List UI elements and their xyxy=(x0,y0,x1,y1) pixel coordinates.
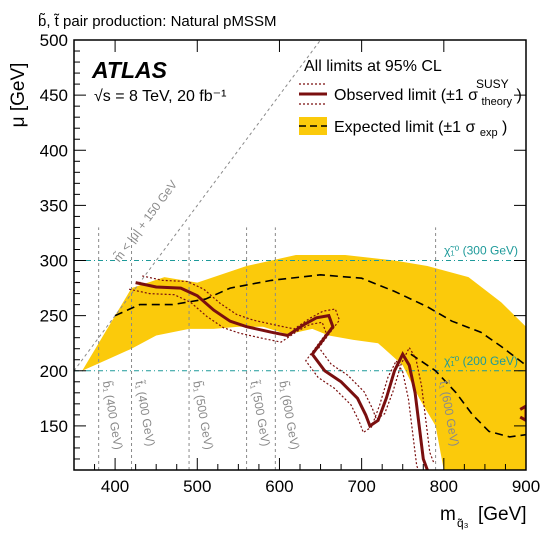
x-axis-title-unit: [GeV] xyxy=(478,504,527,525)
legend-expected-sub: exp xyxy=(480,127,498,139)
legend: All limits at 95% CL Observed limit (±1 … xyxy=(299,58,522,140)
x-axis-title: m q̃₃ [GeV] xyxy=(440,504,527,530)
y-tick-label-4: 350 xyxy=(40,196,68,215)
legend-expected-text: Expected limit (±1 σ xyxy=(334,119,475,136)
legend-observed-sub: theory xyxy=(481,96,512,108)
cl-label: All limits at 95% CL xyxy=(304,58,442,75)
chi-label-0: χ̃₁⁰ (200 GeV) xyxy=(444,354,518,368)
legend-expected-close: ) xyxy=(502,119,507,136)
expected-limit-line xyxy=(114,273,526,366)
y-tick-label-0: 150 xyxy=(40,417,68,436)
kinematic-boundary-line xyxy=(74,40,321,372)
legend-observed-label: Observed limit (±1 σ theory ) xyxy=(334,87,522,109)
x-tick-label-1: 500 xyxy=(183,477,211,496)
y-tick-label-6: 450 xyxy=(40,86,68,105)
y-tick-label-3: 300 xyxy=(40,252,68,271)
legend-observed: Observed limit (±1 σ theory ) SUSY xyxy=(299,77,522,109)
squark-mass-lines xyxy=(98,227,437,470)
chart-header: b̃, t̃ pair production: Natural pMSSM xyxy=(38,13,276,30)
observed-limit-line xyxy=(135,281,429,470)
y-tick-label-1: 200 xyxy=(40,362,68,381)
x-axis-title-sub: q̃₃ xyxy=(457,516,469,530)
x-tick-label-3: 700 xyxy=(347,477,375,496)
legend-observed-sup: SUSY xyxy=(476,77,509,91)
y-tick-label-5: 400 xyxy=(40,141,68,160)
legend-observed-text: Observed limit (±1 σ xyxy=(334,87,478,104)
x-tick-label-0: 400 xyxy=(101,477,129,496)
y-tick-label-2: 250 xyxy=(40,307,68,326)
expected-uncertainty-band xyxy=(82,255,526,470)
expected-limit-line-lower xyxy=(410,353,526,438)
x-tick-label-5: 900 xyxy=(512,477,540,496)
x-tick-label-2: 600 xyxy=(265,477,293,496)
x-axis-title-m: m xyxy=(440,504,456,525)
legend-observed-close: ) xyxy=(517,87,522,104)
x-tick-label-4: 800 xyxy=(430,477,458,496)
axis-ticks: 400 500 600 700 800 900 150 200 250 300 350 400 450 5… xyxy=(40,31,541,496)
chi-label-1: χ̃₁⁰ (300 GeV) xyxy=(444,244,518,258)
y-axis-title: μ [GeV] xyxy=(8,63,29,128)
legend-expected: Expected limit (±1 σ exp ) xyxy=(299,117,507,140)
neutralino-lines xyxy=(74,260,526,372)
y-tick-label-7: 500 xyxy=(40,31,68,50)
energy-lumi-label: √s = 8 TeV, 20 fb⁻¹ xyxy=(94,88,226,105)
atlas-logo: ATLAS xyxy=(91,57,168,83)
legend-expected-label: Expected limit (±1 σ exp ) xyxy=(334,119,507,140)
observed-limit-edge xyxy=(519,404,526,423)
